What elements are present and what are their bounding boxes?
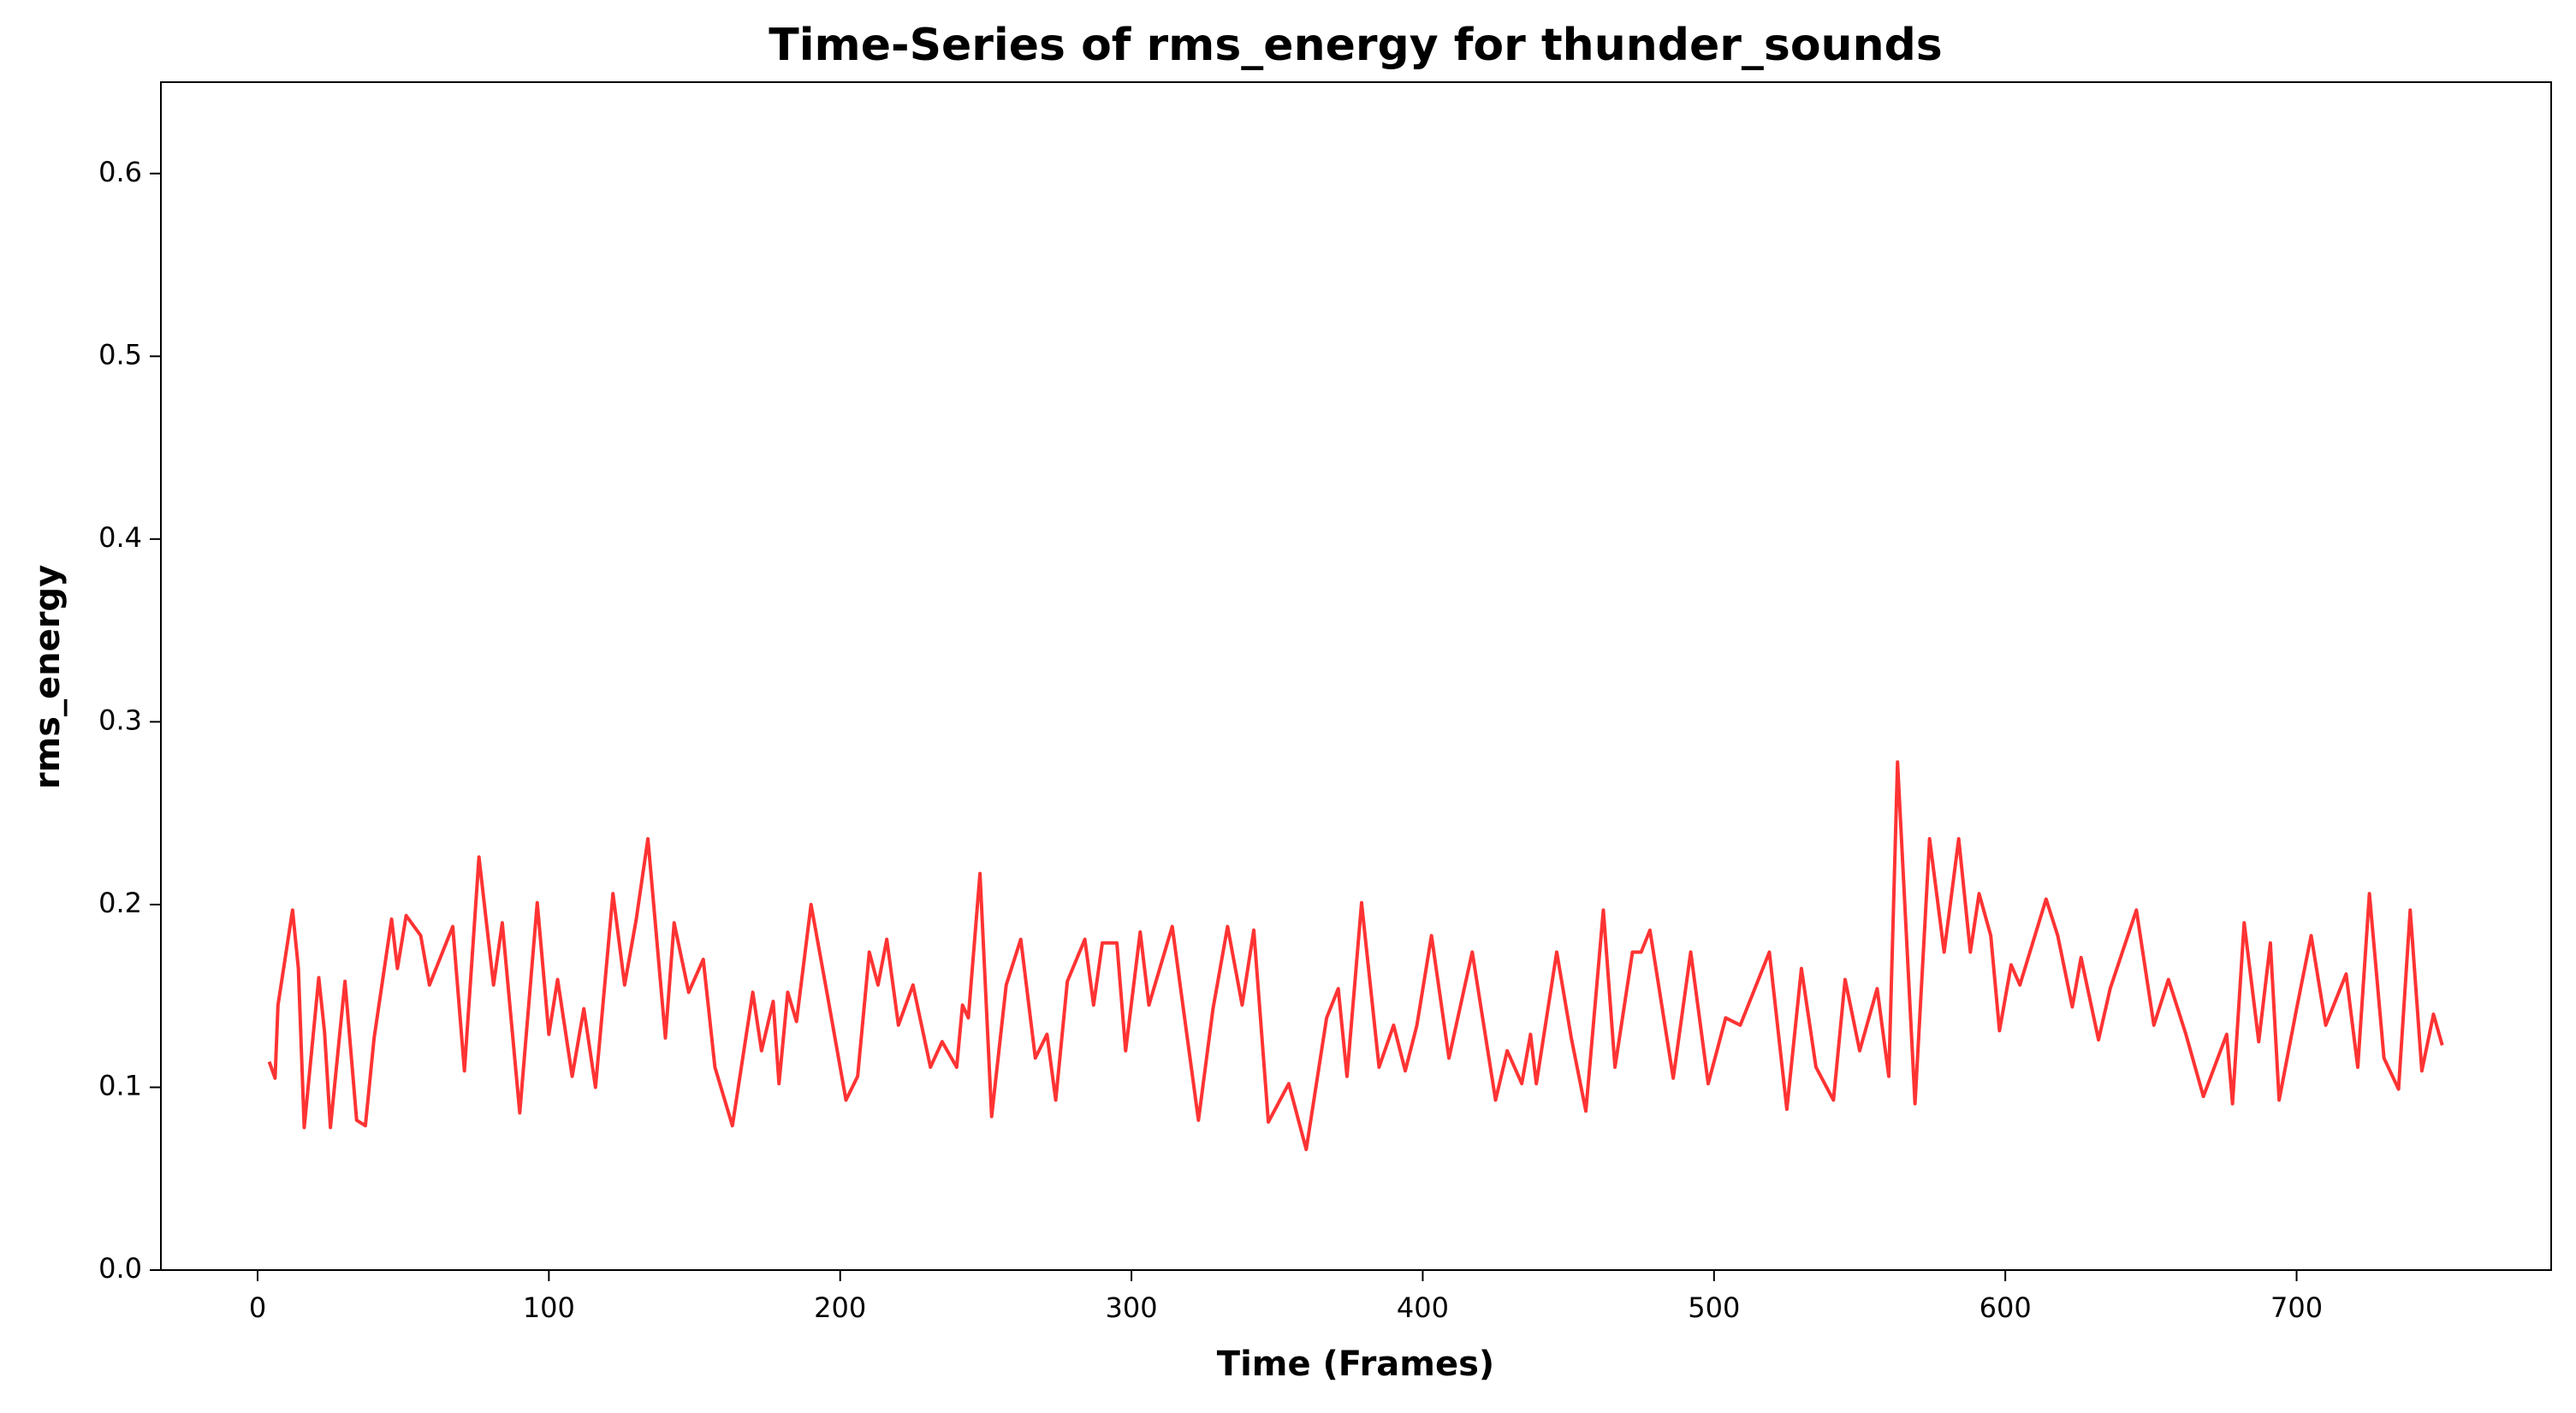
y-tick-label: 0.0 bbox=[98, 1252, 142, 1285]
y-tick-label: 0.2 bbox=[98, 887, 142, 919]
y-tick-label: 0.6 bbox=[98, 156, 142, 188]
x-tick-label: 600 bbox=[1979, 1291, 2032, 1324]
x-tick-label: 700 bbox=[2270, 1291, 2323, 1324]
y-tick-label: 0.4 bbox=[98, 521, 142, 554]
x-tick-label: 300 bbox=[1106, 1291, 1158, 1324]
x-tick-label: 500 bbox=[1688, 1291, 1740, 1324]
data-line bbox=[267, 760, 2444, 1152]
x-tick-label: 100 bbox=[523, 1291, 575, 1324]
x-tick-label: 200 bbox=[814, 1291, 866, 1324]
y-tick-label: 0.3 bbox=[98, 704, 142, 736]
chart-title: Time-Series of rms_energy for thunder_so… bbox=[769, 20, 1943, 71]
x-tick-label: 400 bbox=[1397, 1291, 1449, 1324]
x-tick-label: 0 bbox=[249, 1291, 266, 1324]
x-axis-label: Time (Frames) bbox=[1217, 1345, 1494, 1384]
y-axis-label: rms_energy bbox=[28, 565, 68, 789]
y-tick-label: 0.1 bbox=[98, 1069, 142, 1101]
y-tick-label: 0.5 bbox=[98, 338, 142, 371]
plot-frame bbox=[160, 81, 2552, 1271]
